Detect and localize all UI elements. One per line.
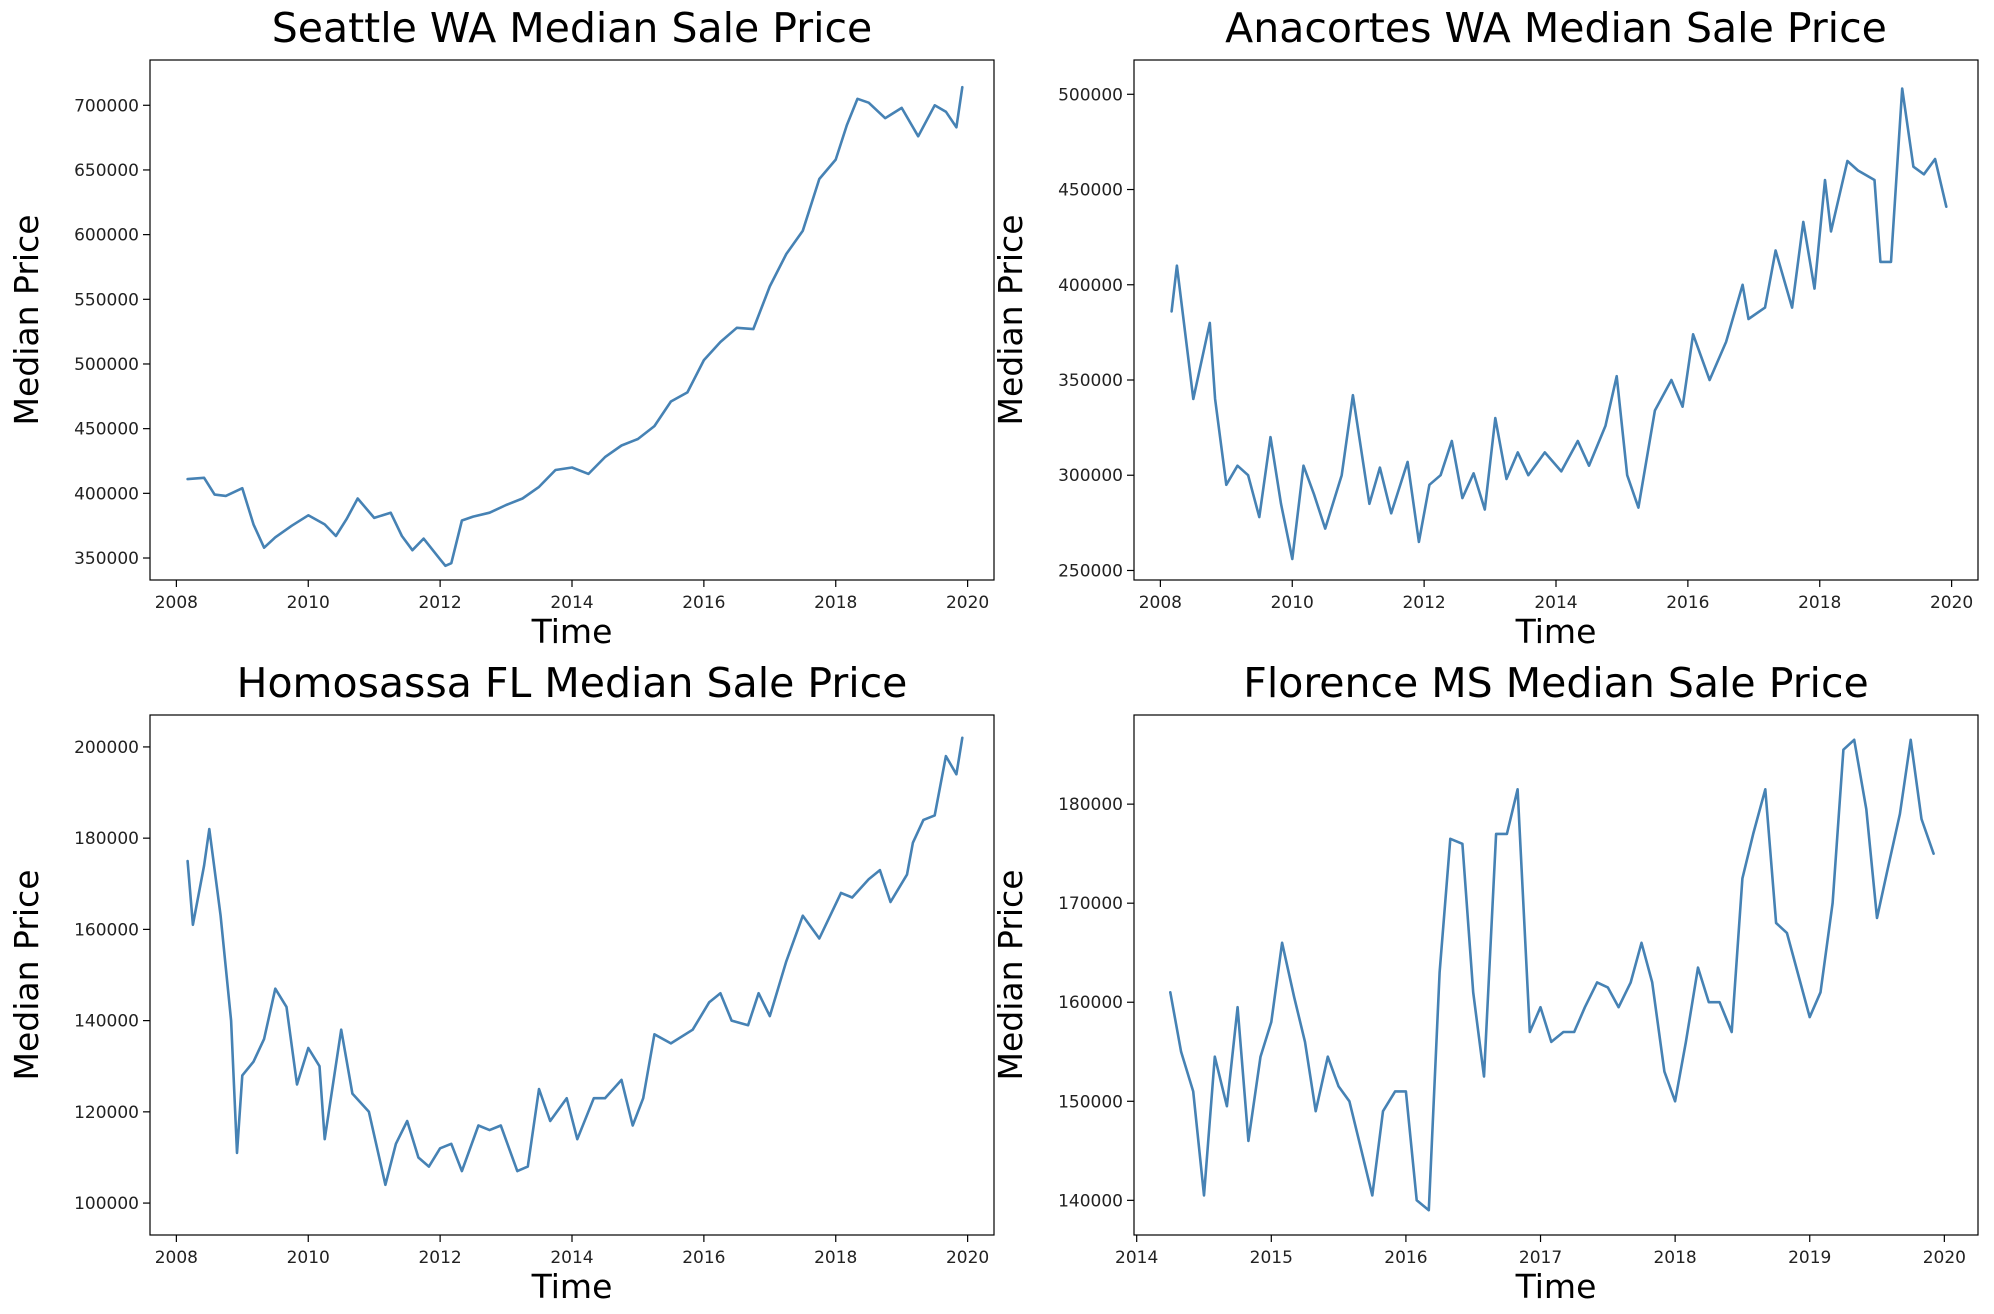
y-axis-label: Median Price	[991, 214, 1030, 425]
x-axis-label: Time	[1515, 612, 1597, 651]
y-tick-label: 650000	[74, 161, 139, 181]
y-tick-label: 550000	[74, 290, 139, 310]
plot-frame	[1133, 59, 1979, 581]
x-tick-label: 2018	[814, 593, 857, 613]
y-tick-label: 140000	[1058, 1191, 1123, 1211]
y-tick-label: 170000	[1058, 894, 1123, 914]
x-tick-label: 2008	[1139, 593, 1182, 613]
x-tick-label: 2014	[1534, 593, 1577, 613]
x-tick-label: 2012	[418, 593, 461, 613]
series-line-0	[186, 736, 964, 1187]
y-tick-label: 180000	[1058, 795, 1123, 815]
x-axis-label: Time	[531, 612, 613, 651]
y-tick-label: 500000	[74, 355, 139, 375]
plot-frame	[149, 59, 995, 581]
x-tick-label: 2016	[682, 593, 725, 613]
y-tick-label: 450000	[1058, 181, 1123, 201]
y-tick-label: 150000	[1058, 1092, 1123, 1112]
chart-panel-2: Homosassa FL Median Sale Price Time Median…	[7, 659, 995, 1306]
y-tick-label: 300000	[1058, 466, 1123, 486]
x-tick-label: 2016	[682, 1248, 725, 1268]
y-tick-label: 160000	[1058, 993, 1123, 1013]
y-tick-label: 200000	[74, 738, 139, 758]
y-tick-label: 350000	[1058, 371, 1123, 391]
chart-title: Homosassa FL Median Sale Price	[237, 659, 908, 707]
chart-title: Florence MS Median Sale Price	[1243, 659, 1868, 707]
y-tick-label: 120000	[74, 1103, 139, 1123]
x-tick-label: 2018	[1653, 1248, 1696, 1268]
y-tick-label: 250000	[1058, 561, 1123, 581]
plot-frame	[1133, 714, 1979, 1236]
x-tick-label: 2020	[1923, 1248, 1966, 1268]
x-tick-label: 2014	[550, 1248, 593, 1268]
series-line-0	[1169, 738, 1935, 1212]
series-line-0	[186, 85, 964, 568]
x-tick-label: 2010	[287, 593, 330, 613]
y-tick-label: 500000	[1058, 85, 1123, 105]
x-tick-label: 2018	[1798, 593, 1841, 613]
y-axis-label: Median Price	[7, 214, 46, 425]
x-tick-label: 2014	[1115, 1248, 1158, 1268]
x-tick-label: 2016	[1666, 593, 1709, 613]
x-tick-label: 2020	[1930, 593, 1973, 613]
y-tick-label: 600000	[74, 226, 139, 246]
chart-title: Seattle WA Median Sale Price	[272, 4, 873, 52]
x-tick-label: 2010	[1271, 593, 1314, 613]
y-axis-label: Median Price	[7, 869, 46, 1080]
x-tick-label: 2017	[1519, 1248, 1562, 1268]
x-axis-label: Time	[531, 1267, 613, 1306]
x-tick-label: 2019	[1788, 1248, 1831, 1268]
x-tick-label: 2012	[1402, 593, 1445, 613]
x-tick-label: 2020	[946, 593, 989, 613]
x-tick-label: 2008	[155, 1248, 198, 1268]
x-tick-label: 2012	[418, 1248, 461, 1268]
y-tick-label: 140000	[74, 1012, 139, 1032]
x-tick-label: 2008	[155, 593, 198, 613]
y-tick-label: 100000	[74, 1194, 139, 1214]
x-axis-label: Time	[1515, 1267, 1597, 1306]
y-tick-label: 350000	[74, 549, 139, 569]
y-tick-label: 400000	[74, 484, 139, 504]
chart-panel-1: Anacortes WA Median Sale Price Time Median…	[991, 4, 1979, 651]
x-tick-label: 2018	[814, 1248, 857, 1268]
y-tick-label: 400000	[1058, 276, 1123, 296]
chart-panel-0: Seattle WA Median Sale Price Time Median P…	[7, 4, 995, 651]
x-tick-label: 2014	[550, 593, 593, 613]
x-tick-label: 2016	[1384, 1248, 1427, 1268]
x-tick-label: 2015	[1250, 1248, 1293, 1268]
y-tick-label: 160000	[74, 920, 139, 940]
y-tick-label: 700000	[74, 96, 139, 116]
chart-panel-3: Florence MS Median Sale Price Time Median …	[991, 659, 1979, 1306]
plot-frame	[149, 714, 995, 1236]
y-tick-label: 450000	[74, 420, 139, 440]
x-tick-label: 2020	[946, 1248, 989, 1268]
y-axis-label: Median Price	[991, 869, 1030, 1080]
series-line-0	[1170, 87, 1948, 561]
y-tick-label: 180000	[74, 829, 139, 849]
x-tick-label: 2010	[287, 1248, 330, 1268]
chart-title: Anacortes WA Median Sale Price	[1225, 4, 1887, 52]
